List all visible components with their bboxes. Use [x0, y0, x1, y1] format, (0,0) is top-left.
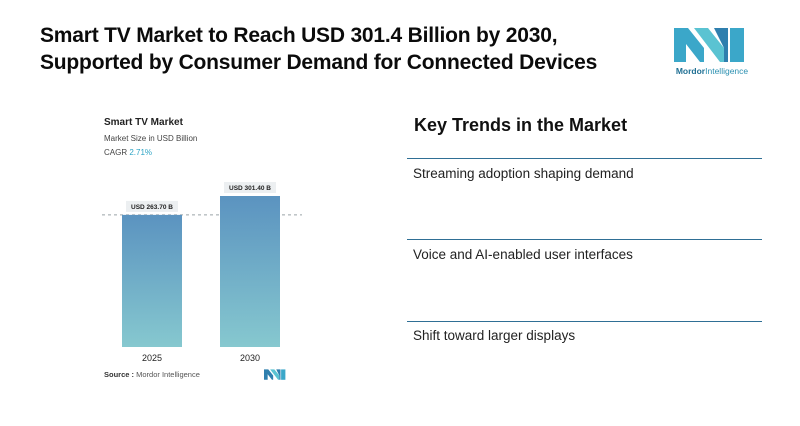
logo-text-intelligence: Intelligence — [705, 66, 749, 76]
chart-subtitle: Market Size in USD Billion — [104, 134, 198, 143]
key-trends-title: Key Trends in the Market — [414, 115, 628, 135]
cagr-value: 2.71% — [129, 148, 153, 157]
data-label-bg-2025 — [126, 200, 178, 212]
trend-item: Voice and AI-enabled user interfaces — [413, 247, 633, 262]
page-title: Smart TV Market to Reach USD 301.4 Billi… — [40, 22, 640, 76]
tick-label-2030: 2030 — [240, 353, 260, 363]
bar-2025 — [122, 214, 182, 347]
mordor-intelligence-logo: MordorIntelligence — [662, 24, 762, 80]
cagr-label: CAGR — [104, 148, 128, 157]
trend-divider — [407, 239, 762, 240]
data-label-bg-2030 — [224, 182, 276, 193]
page-title-line-2: Supported by Consumer Demand for Connect… — [40, 51, 598, 74]
trend-divider — [407, 321, 762, 322]
page-title-line-1: Smart TV Market to Reach USD 301.4 Billi… — [40, 24, 558, 47]
tick-label-2025: 2025 — [142, 353, 162, 363]
trend-item: Streaming adoption shaping demand — [413, 166, 634, 181]
mordor-logo-icon — [674, 28, 744, 62]
source-label: Source : — [104, 370, 135, 379]
trend-divider — [407, 158, 762, 159]
chart-card: USD 263.70 B 2025 USD 301.40 B 2030 Smart T… — [92, 104, 312, 386]
chart-source: Source : Mordor Intelligence — [104, 370, 200, 379]
mordor-mini-logo-icon — [264, 369, 286, 380]
trend-item: Shift toward larger displays — [413, 328, 576, 343]
bar-2030 — [220, 196, 280, 347]
logo-text: MordorIntelligence — [662, 66, 762, 76]
data-label-2025: USD 263.70 B — [131, 204, 173, 211]
bar-chart: USD 263.70 B 2025 USD 301.40 B 2030 — [102, 182, 302, 363]
logo-text-mordor: Mordor — [675, 66, 706, 76]
data-label-2030: USD 301.40 B — [229, 185, 271, 192]
chart-title: Smart TV Market — [104, 117, 183, 128]
chart-cagr: CAGR 2.71% — [104, 148, 152, 157]
source-value: Mordor Intelligence — [136, 370, 200, 379]
